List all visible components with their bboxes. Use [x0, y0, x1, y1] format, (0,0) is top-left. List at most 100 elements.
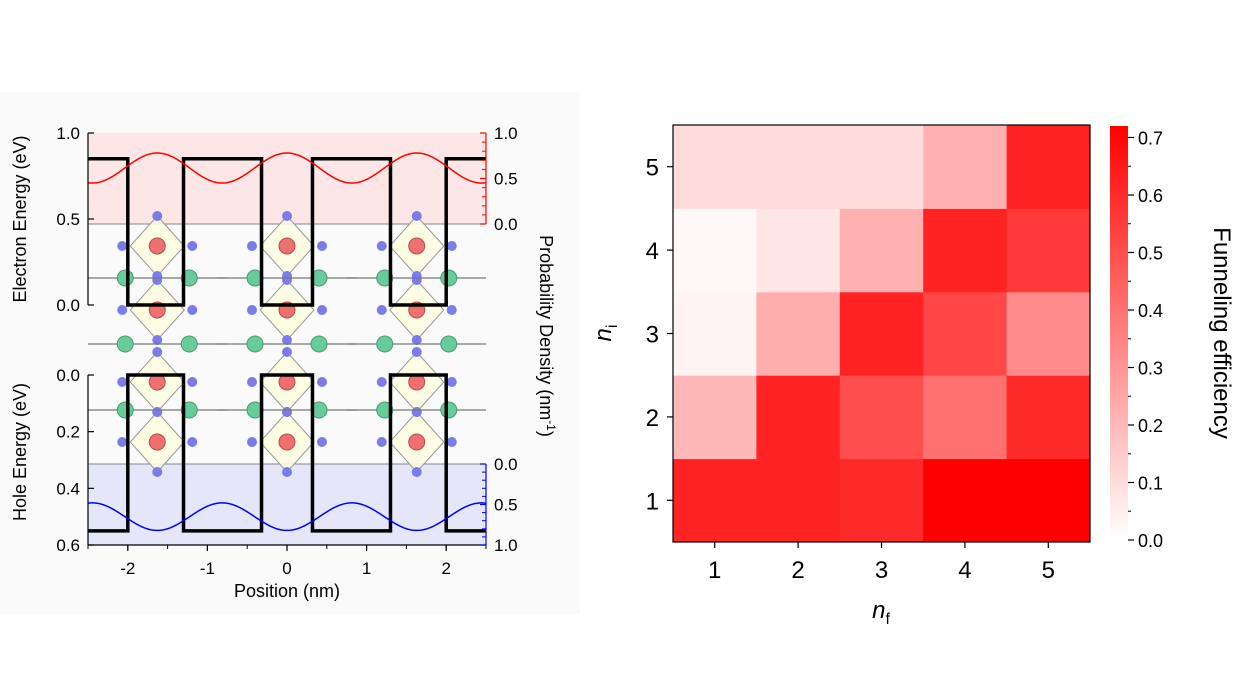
halide-atom — [247, 377, 257, 387]
halide-atom — [282, 275, 292, 285]
heatmap-x-tick-label: 1 — [708, 557, 721, 584]
hole-probability-fill — [88, 464, 486, 545]
lead-atom — [278, 237, 296, 255]
spacer-atom — [440, 269, 458, 287]
colorbar-tick-label: 0.5 — [1138, 244, 1163, 264]
halide-atom — [376, 437, 387, 447]
heatmap-x-tick-label: 4 — [958, 557, 971, 584]
colorbar-label: Funneling efficiency — [1208, 227, 1235, 439]
electron-probability-fill — [88, 133, 486, 224]
heatmap-cell — [923, 208, 1008, 293]
halide-atom — [247, 437, 257, 447]
x-tick-label: -2 — [120, 559, 135, 578]
heatmap-cell — [923, 458, 1008, 543]
band-diagram-chart: -2 -1 0 1 2 0.0 0.5 1.0 0.0 0.2 0.4 0.6 0.0 0.5 1.0 0.0… — [10, 124, 558, 601]
electron-probability-tick-label: 0.0 — [494, 215, 518, 234]
hole-probability-density-curve — [88, 502, 486, 532]
heatmap-cells — [673, 125, 1091, 543]
heatmap-x-tick-label: 5 — [1042, 557, 1055, 584]
halide-atom — [446, 437, 457, 447]
halide-atom — [152, 347, 163, 357]
heatmap-y-tick-label: 1 — [646, 488, 659, 515]
halide-atom — [282, 467, 292, 477]
colorbar-tick-label: 0.6 — [1138, 186, 1163, 206]
heatmap-cell — [1006, 208, 1091, 293]
halide-atom — [152, 407, 163, 417]
lead-atom — [148, 433, 166, 451]
x-tick-label: 1 — [362, 559, 371, 578]
heatmap-cell — [923, 375, 1008, 460]
halide-atom — [152, 467, 163, 477]
colorbar-tick-label: 0.3 — [1138, 359, 1163, 379]
heatmap-y-tick-label: 3 — [646, 322, 659, 349]
halide-atom — [117, 305, 128, 315]
x-tick-label: 2 — [441, 559, 450, 578]
heatmap-cell — [923, 125, 1008, 209]
heatmap-cell — [839, 458, 924, 543]
electron-potential-profile — [88, 157, 486, 307]
electron-probability-tick-label: 1.0 — [494, 124, 518, 143]
hole-probability-tick-label: 0.5 — [494, 496, 518, 515]
colorbar-tick-label: 0.1 — [1138, 474, 1163, 494]
spacer-atom — [246, 335, 264, 353]
colorbar-ticks: 0.0 0.1 0.2 0.3 0.4 0.5 0.6 0.7 — [1128, 129, 1163, 551]
hole-probability-tick-label: 1.0 — [494, 536, 518, 555]
colorbar-tick-label: 0.4 — [1138, 301, 1163, 321]
heatmap-cell — [839, 125, 924, 209]
heatmap-x-tick-label: 2 — [791, 557, 804, 584]
spacer-atom — [116, 269, 134, 287]
hole-energy-tick-label: 0.0 — [56, 366, 80, 385]
heatmap-axis-ticks: 1 2 3 4 5 1 2 3 4 5 — [646, 155, 1055, 584]
halide-atom — [187, 241, 198, 251]
halide-atom — [282, 347, 292, 357]
halide-atom — [247, 241, 257, 251]
heatmap-x-axis-label: nf — [872, 597, 890, 628]
halide-atom — [317, 437, 327, 447]
halide-atom — [117, 241, 128, 251]
halide-atom — [317, 241, 327, 251]
electron-energy-axis-label: Electron Energy (eV) — [10, 135, 30, 302]
halide-atom — [117, 377, 128, 387]
heatmap-cell — [756, 125, 841, 209]
probability-density-axis-label: Probability Density (nm-1) — [536, 235, 558, 437]
heatmap-cell — [673, 375, 757, 460]
heatmap-x-tick-label: 3 — [875, 557, 888, 584]
spacer-atom — [180, 335, 198, 353]
heatmap-cell — [756, 208, 841, 293]
halide-atom — [411, 335, 422, 345]
heatmap-cell — [839, 208, 924, 293]
colorbar-tick-label: 0.0 — [1138, 531, 1163, 551]
heatmap-cell — [756, 458, 841, 543]
heatmap-cell — [839, 291, 924, 376]
perovskite-structure-illustration — [88, 211, 486, 477]
lead-atom — [148, 237, 166, 255]
electron-energy-tick-label: 0.5 — [56, 210, 80, 229]
halide-atom — [411, 275, 422, 285]
heatmap-y-axis-label: ni — [590, 325, 621, 342]
halide-atom — [376, 305, 387, 315]
electron-probability-tick-label: 0.5 — [494, 170, 518, 189]
halide-atom — [411, 467, 422, 477]
hole-energy-tick-label: 0.2 — [56, 423, 80, 442]
halide-atom — [282, 211, 292, 221]
left-axis-ticks: -2 -1 0 1 2 0.0 0.5 1.0 0.0 0.2 0.4 0.6 0.0 0.5 1.0 0.0… — [56, 124, 517, 578]
heatmap-cell — [673, 208, 757, 293]
halide-atom — [187, 377, 198, 387]
electron-energy-tick-label: 1.0 — [56, 124, 80, 143]
halide-atom — [187, 437, 198, 447]
heatmap-cell — [673, 291, 757, 376]
spacer-atom — [116, 335, 134, 353]
heatmap-cell — [1006, 125, 1091, 209]
halide-atom — [317, 305, 327, 315]
spacer-atom — [440, 335, 458, 353]
heatmap-y-tick-label: 5 — [646, 155, 659, 182]
heatmap-cell — [756, 375, 841, 460]
heatmap-cell — [839, 375, 924, 460]
colorbar — [1110, 126, 1128, 540]
spacer-atom — [440, 401, 458, 419]
hole-energy-axis-label: Hole Energy (eV) — [10, 383, 30, 521]
lead-atom — [278, 433, 296, 451]
lead-atom — [408, 433, 426, 451]
